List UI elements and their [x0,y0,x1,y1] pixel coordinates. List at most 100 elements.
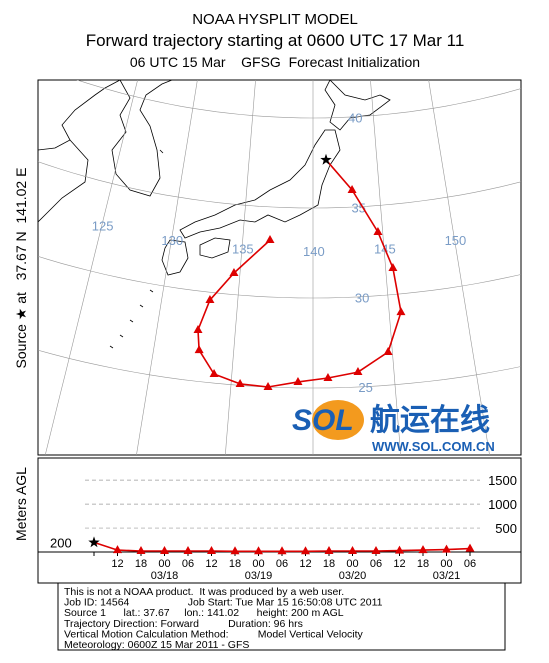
start-height-label: 200 [50,535,72,550]
trajectory-marker [373,227,383,236]
logo: SOL 航运在线 WWW.SOL.COM.CN [292,400,495,454]
coastlines [38,80,391,349]
footer-line: Job ID: 14564 Job Start: Tue Mar 15 16:5… [64,597,383,609]
graticule-line [428,80,490,455]
graticule-line [136,80,198,455]
height-marker [418,545,428,554]
trajectory-marker [396,307,406,316]
footer-line: Meteorology: 0600Z 15 Mar 2011 - GFS [64,639,249,651]
height-marker [465,543,475,552]
height-marker [113,545,122,554]
logo-brand: SOL [292,404,354,437]
height-marker [442,544,451,553]
trajectory-marker [353,367,363,376]
date-label: 03/19 [245,570,273,582]
lon-label: 150 [445,233,467,248]
graticule-line [38,349,521,389]
lat-label: 35 [351,200,365,215]
trajectory-line [197,159,402,388]
y-tick-label: 1500 [488,473,517,488]
logo-emblem [312,400,364,440]
x-tick-label: 18 [323,558,335,570]
trajectory-marker [265,235,275,244]
x-tick-label: 06 [276,558,288,570]
trajectory-marker [383,347,393,356]
x-tick-label: 00 [158,558,170,570]
footer-line: Vertical Motion Calculation Method: Mode… [64,628,364,640]
trajectory-marker [193,325,203,334]
logo-url: WWW.SOL.COM.CN [372,439,495,454]
source-marker [320,153,332,165]
x-tick-label: 00 [252,558,264,570]
height-marker [371,546,381,555]
x-tick-label: 12 [393,558,405,570]
trajectory-marker [293,376,303,385]
lon-label: 140 [303,244,325,259]
height-marker [160,546,169,555]
lon-label: 125 [92,219,114,234]
trajectory-marker [229,267,239,276]
x-tick-label: 12 [111,558,123,570]
height-marker [183,546,193,555]
graticule-line [370,80,401,455]
x-tick-label: 18 [229,558,241,570]
x-tick-label: 00 [440,558,452,570]
height-marker [254,546,263,555]
height-marker [230,546,240,555]
height-marker [324,546,334,555]
footer-line: Source 1 lat.: 37.67 lon.: 141.02 height… [64,607,344,619]
title: NOAA HYSPLIT MODEL [192,11,358,28]
x-tick-label: 06 [182,558,194,570]
lat-label: 30 [355,290,369,305]
trajectory-marker [205,295,215,304]
trajectory-marker [209,368,219,377]
footer-line: Trajectory Direction: Forward Duration: … [64,618,303,630]
y-tick-label: 1000 [488,497,517,512]
lon-label: 135 [232,241,254,256]
trajectory-marker [263,382,273,391]
x-tick-label: 06 [464,558,476,570]
y-axis-label: Meters AGL [13,467,29,541]
graticule-line [44,80,138,455]
map-frame [37,79,522,456]
graticule-line [38,256,521,299]
y-tick-label: 500 [495,521,517,536]
x-tick-label: 00 [346,558,358,570]
source-label: Source ★ at 37.67 N 141.02 E [13,168,29,369]
footer-line: This is not a NOAA product. It was produ… [64,586,344,598]
logo-name: 航运在线 [370,403,490,437]
subtitle: 06 UTC 15 Mar GFSG Forecast Initializati… [130,54,420,70]
island [109,149,164,349]
date-label: 03/18 [151,570,179,582]
coastline [179,129,341,239]
x-tick-label: 06 [370,558,382,570]
x-tick-label: 18 [135,558,147,570]
x-tick-label: 18 [417,558,429,570]
x-tick-label: 12 [205,558,217,570]
source-marker [88,536,100,548]
lat-label: 25 [358,380,372,395]
height-marker [277,546,287,555]
trajectory-marker [388,262,398,271]
height-marker [348,546,357,555]
date-label: 03/21 [433,570,461,582]
height-marker [395,545,404,554]
date-label: 03/20 [339,570,367,582]
coastline [38,80,121,151]
coastline [38,139,89,223]
height-marker [207,546,216,555]
trajectory-marker [347,184,357,193]
footer-frame [57,582,506,651]
trajectory-marker [194,345,204,354]
coastline [161,239,189,276]
graticule-line [38,161,521,209]
trajectory-marker [323,372,333,381]
subtitle: Forward trajectory starting at 0600 UTC … [86,31,465,50]
height-marker [301,546,310,555]
coastline [111,80,173,197]
trajectory-marker [235,378,245,387]
lat-label: 40 [348,110,362,125]
coastline [199,237,231,259]
